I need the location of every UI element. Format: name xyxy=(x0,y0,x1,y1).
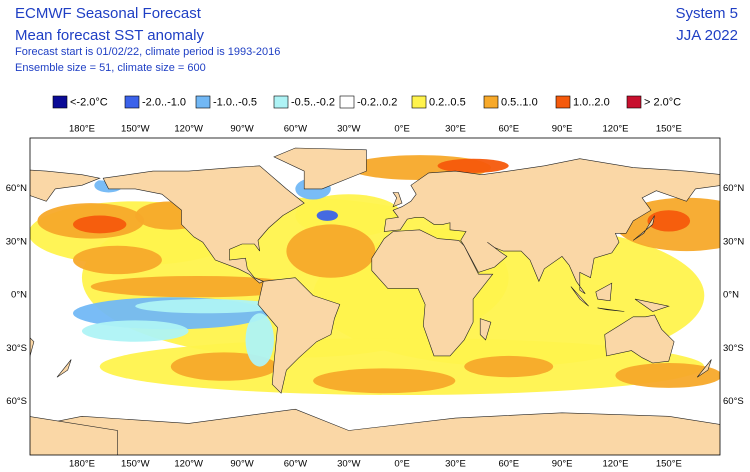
lat-label: 60°S xyxy=(6,396,27,407)
legend-label: 0.2..0.5 xyxy=(429,96,466,108)
lon-label: 0°E xyxy=(394,459,409,470)
lon-label: 0°E xyxy=(394,124,409,135)
lat-label: 60°N xyxy=(6,183,27,194)
info-line: Ensemble size = 51, climate size = 600 xyxy=(15,62,206,74)
land xyxy=(597,307,625,312)
lon-label: 30°E xyxy=(445,124,466,135)
legend-swatch xyxy=(555,95,571,109)
legend-swatch xyxy=(52,95,68,109)
lon-label: 90°W xyxy=(230,124,253,135)
lon-label: 90°W xyxy=(230,459,253,470)
lon-label: 180°E xyxy=(69,124,95,135)
legend-swatch xyxy=(339,95,355,109)
land xyxy=(30,408,720,455)
lon-label: 120°E xyxy=(603,124,629,135)
info-line: Forecast start is 01/02/22, climate peri… xyxy=(15,46,280,58)
title: ECMWF Seasonal Forecast xyxy=(15,5,202,22)
lat-label: 30°S xyxy=(723,343,744,354)
lon-label: 60°E xyxy=(498,459,519,470)
anomaly-region xyxy=(90,275,305,298)
land xyxy=(102,165,305,284)
land xyxy=(696,359,712,378)
anomaly-region xyxy=(73,215,127,234)
legend-swatch xyxy=(483,95,499,109)
land xyxy=(479,318,492,341)
legend-label: -2.0..-1.0 xyxy=(142,96,186,108)
legend-swatch xyxy=(124,95,140,109)
lon-label: 120°W xyxy=(174,124,203,135)
land xyxy=(273,147,367,190)
legend-swatch xyxy=(195,95,211,109)
lon-label: 120°W xyxy=(174,459,203,470)
lon-label: 90°E xyxy=(552,459,573,470)
anomaly-region xyxy=(135,394,720,417)
lon-label: 180°E xyxy=(69,459,95,470)
land xyxy=(604,314,675,364)
lat-label: 0°N xyxy=(723,290,739,301)
legend-label: 1.0..2.0 xyxy=(573,96,610,108)
land xyxy=(392,192,403,208)
lon-label: 60°W xyxy=(284,459,307,470)
lon-label: 60°E xyxy=(498,124,519,135)
anomaly-region xyxy=(73,245,162,275)
lat-label: 30°N xyxy=(6,236,27,247)
land xyxy=(634,298,670,312)
lon-label: 150°W xyxy=(121,459,150,470)
anomaly-region xyxy=(313,368,456,394)
anomaly-region xyxy=(245,313,274,367)
land xyxy=(30,169,101,202)
land xyxy=(595,282,613,302)
land xyxy=(570,286,589,307)
lat-label: 0°N xyxy=(11,290,27,301)
land xyxy=(383,158,720,294)
legend-label: -0.5..-0.2 xyxy=(291,96,335,108)
land xyxy=(633,215,655,241)
season-label: JJA 2022 xyxy=(676,27,738,44)
lat-label: 30°N xyxy=(723,236,744,247)
legend-swatch xyxy=(411,95,427,109)
land xyxy=(30,337,35,358)
land xyxy=(371,229,494,357)
legend-label: -1.0..-0.5 xyxy=(213,96,257,108)
lat-label: 60°S xyxy=(723,396,744,407)
system-label: System 5 xyxy=(675,5,738,22)
land xyxy=(56,359,72,378)
subtitle: Mean forecast SST anomaly xyxy=(15,27,204,44)
map-area xyxy=(0,138,720,455)
anomaly-region xyxy=(464,355,554,378)
legend-label: 0.5..1.0 xyxy=(501,96,538,108)
legend-swatch xyxy=(626,95,642,109)
lon-label: 30°W xyxy=(337,124,360,135)
lon-label: 150°W xyxy=(121,124,150,135)
anomaly-region xyxy=(437,158,509,173)
anomaly-region xyxy=(316,210,338,221)
anomaly-region xyxy=(615,363,720,388)
anomaly-region xyxy=(135,299,278,314)
anomaly-region xyxy=(286,224,376,278)
land xyxy=(0,299,29,311)
lon-label: 60°W xyxy=(284,124,307,135)
land xyxy=(257,277,341,394)
lon-label: 120°E xyxy=(603,459,629,470)
lon-label: 30°W xyxy=(337,459,360,470)
lat-label: 60°N xyxy=(723,183,744,194)
map-frame xyxy=(29,137,721,456)
legend-swatch xyxy=(273,95,289,109)
legend-label: -0.2..0.2 xyxy=(357,96,397,108)
legend-label: > 2.0°C xyxy=(644,96,681,108)
lon-label: 30°E xyxy=(445,459,466,470)
lat-label: 30°S xyxy=(6,343,27,354)
lon-label: 150°E xyxy=(656,459,682,470)
lon-label: 150°E xyxy=(656,124,682,135)
lon-label: 90°E xyxy=(552,124,573,135)
land xyxy=(30,416,118,455)
anomaly-region xyxy=(647,210,691,232)
legend-label: <-2.0°C xyxy=(70,96,108,108)
anomaly-region xyxy=(81,320,189,342)
